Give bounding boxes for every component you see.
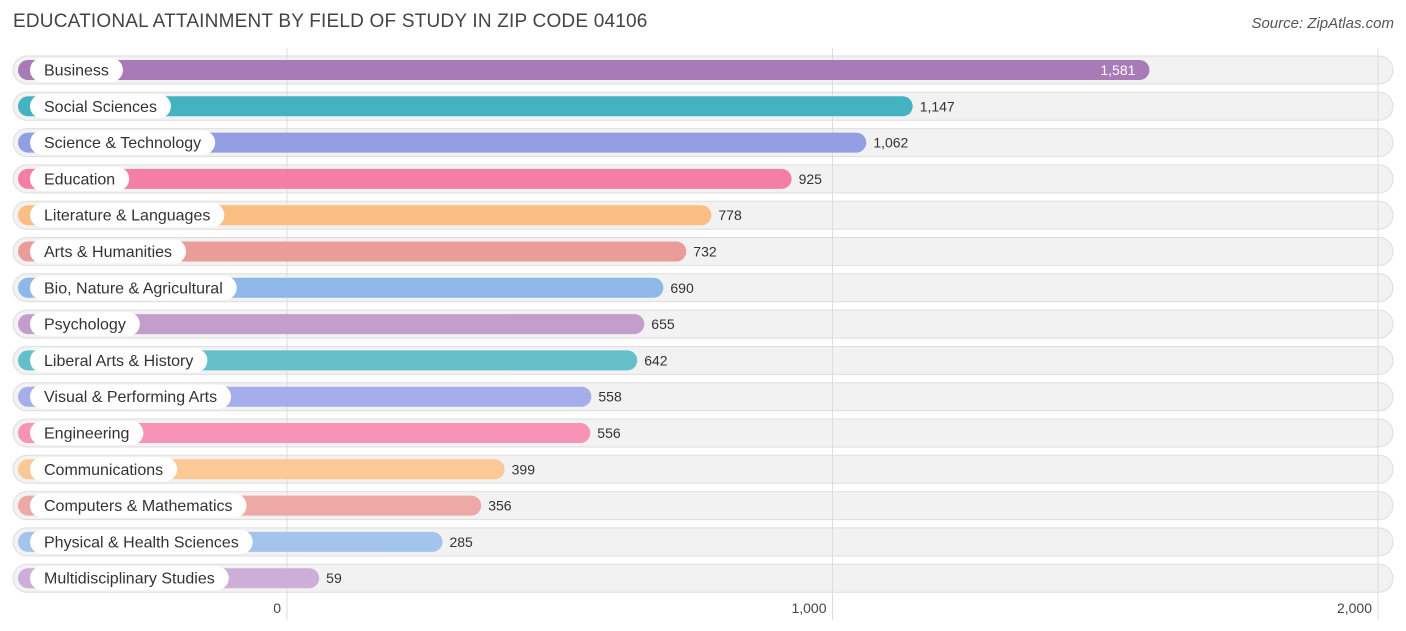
value-label: 642 [644, 352, 668, 368]
value-label: 655 [651, 316, 675, 332]
bar [18, 168, 792, 189]
x-tick-label: 0 [273, 600, 281, 616]
ticks-layer: 0 1,000 2,000 [273, 600, 1372, 616]
bar-row: Psychology 655 [18, 312, 675, 337]
row-track [12, 563, 1394, 593]
chart-title: EDUCATIONAL ATTAINMENT BY FIELD OF STUDY… [13, 11, 648, 32]
value-label: 556 [597, 425, 621, 441]
bar-row: Computers & Mathematics 356 [18, 493, 512, 518]
category-label: Visual & Performing Arts [44, 389, 217, 406]
category-label-pill [30, 166, 130, 191]
bar [18, 314, 645, 335]
category-label-pill [30, 566, 229, 591]
bar [18, 60, 1150, 80]
category-label-pill [30, 94, 171, 119]
value-label: 558 [598, 389, 622, 405]
category-label-pill [30, 130, 216, 155]
category-label-pill [30, 529, 253, 554]
category-label-pill [30, 203, 225, 228]
category-label: Arts & Humanities [44, 244, 172, 261]
category-label: Education [44, 171, 115, 188]
value-label: 925 [799, 171, 823, 187]
category-label: Liberal Arts & History [44, 353, 193, 370]
bar [18, 423, 591, 443]
bar-row: Social Sciences 1,147 [18, 94, 955, 119]
category-label-pill [30, 421, 144, 445]
category-label-pill [30, 457, 178, 482]
category-label: Bio, Nature & Agricultural [44, 280, 223, 297]
value-label: 59 [326, 570, 342, 586]
bar-row: Arts & Humanities 732 [18, 239, 717, 264]
category-label-pill [30, 384, 232, 409]
category-label: Psychology [44, 317, 126, 334]
bar-row: Visual & Performing Arts 558 [18, 384, 622, 409]
value-label: 1,581 [1100, 62, 1135, 78]
value-label: 399 [512, 461, 536, 477]
category-label-pill [30, 275, 237, 300]
value-label: 1,062 [873, 135, 908, 151]
bar [18, 132, 867, 153]
bars-layer: Business 1,581 Social Sciences 1,147 Science… [18, 58, 1150, 591]
value-label: 732 [693, 244, 717, 260]
category-label-pill [30, 493, 247, 518]
category-label: Literature & Languages [44, 208, 210, 225]
bar [18, 96, 913, 117]
bar-row: Science & Technology 1,062 [18, 130, 909, 155]
bar-row: Multidisciplinary Studies 59 [18, 566, 342, 591]
category-label-pill [30, 312, 140, 337]
category-label-pill [30, 348, 208, 373]
value-label: 356 [488, 498, 512, 514]
bar-row: Liberal Arts & History 642 [18, 348, 668, 373]
category-label-pill [30, 58, 123, 82]
category-label: Science & Technology [44, 135, 201, 152]
bar-row: Physical & Health Sciences 285 [18, 529, 473, 554]
category-label: Computers & Mathematics [44, 498, 233, 515]
bar-row: Communications 399 [18, 457, 536, 482]
bar-row: Education 925 [18, 166, 823, 191]
value-label: 778 [718, 207, 742, 223]
x-tick-label: 1,000 [791, 600, 826, 616]
category-label: Business [44, 63, 109, 80]
category-label-pill [30, 239, 187, 264]
chart-source: Source: ZipAtlas.com [1251, 15, 1394, 32]
category-label: Physical & Health Sciences [44, 534, 239, 551]
category-label: Multidisciplinary Studies [44, 571, 215, 588]
bar [18, 241, 687, 262]
bar-row: Bio, Nature & Agricultural 690 [18, 275, 694, 300]
bar-row: Engineering 556 [18, 421, 621, 445]
bar-row: Literature & Languages 778 [18, 203, 742, 228]
x-tick-label: 2,000 [1337, 600, 1372, 616]
category-label: Social Sciences [44, 99, 157, 116]
category-label: Communications [44, 462, 163, 479]
value-label: 285 [449, 534, 473, 550]
value-label: 1,147 [920, 98, 955, 114]
bar-row: Business 1,581 [18, 58, 1150, 82]
category-label: Engineering [44, 426, 129, 443]
value-label: 690 [670, 280, 694, 296]
